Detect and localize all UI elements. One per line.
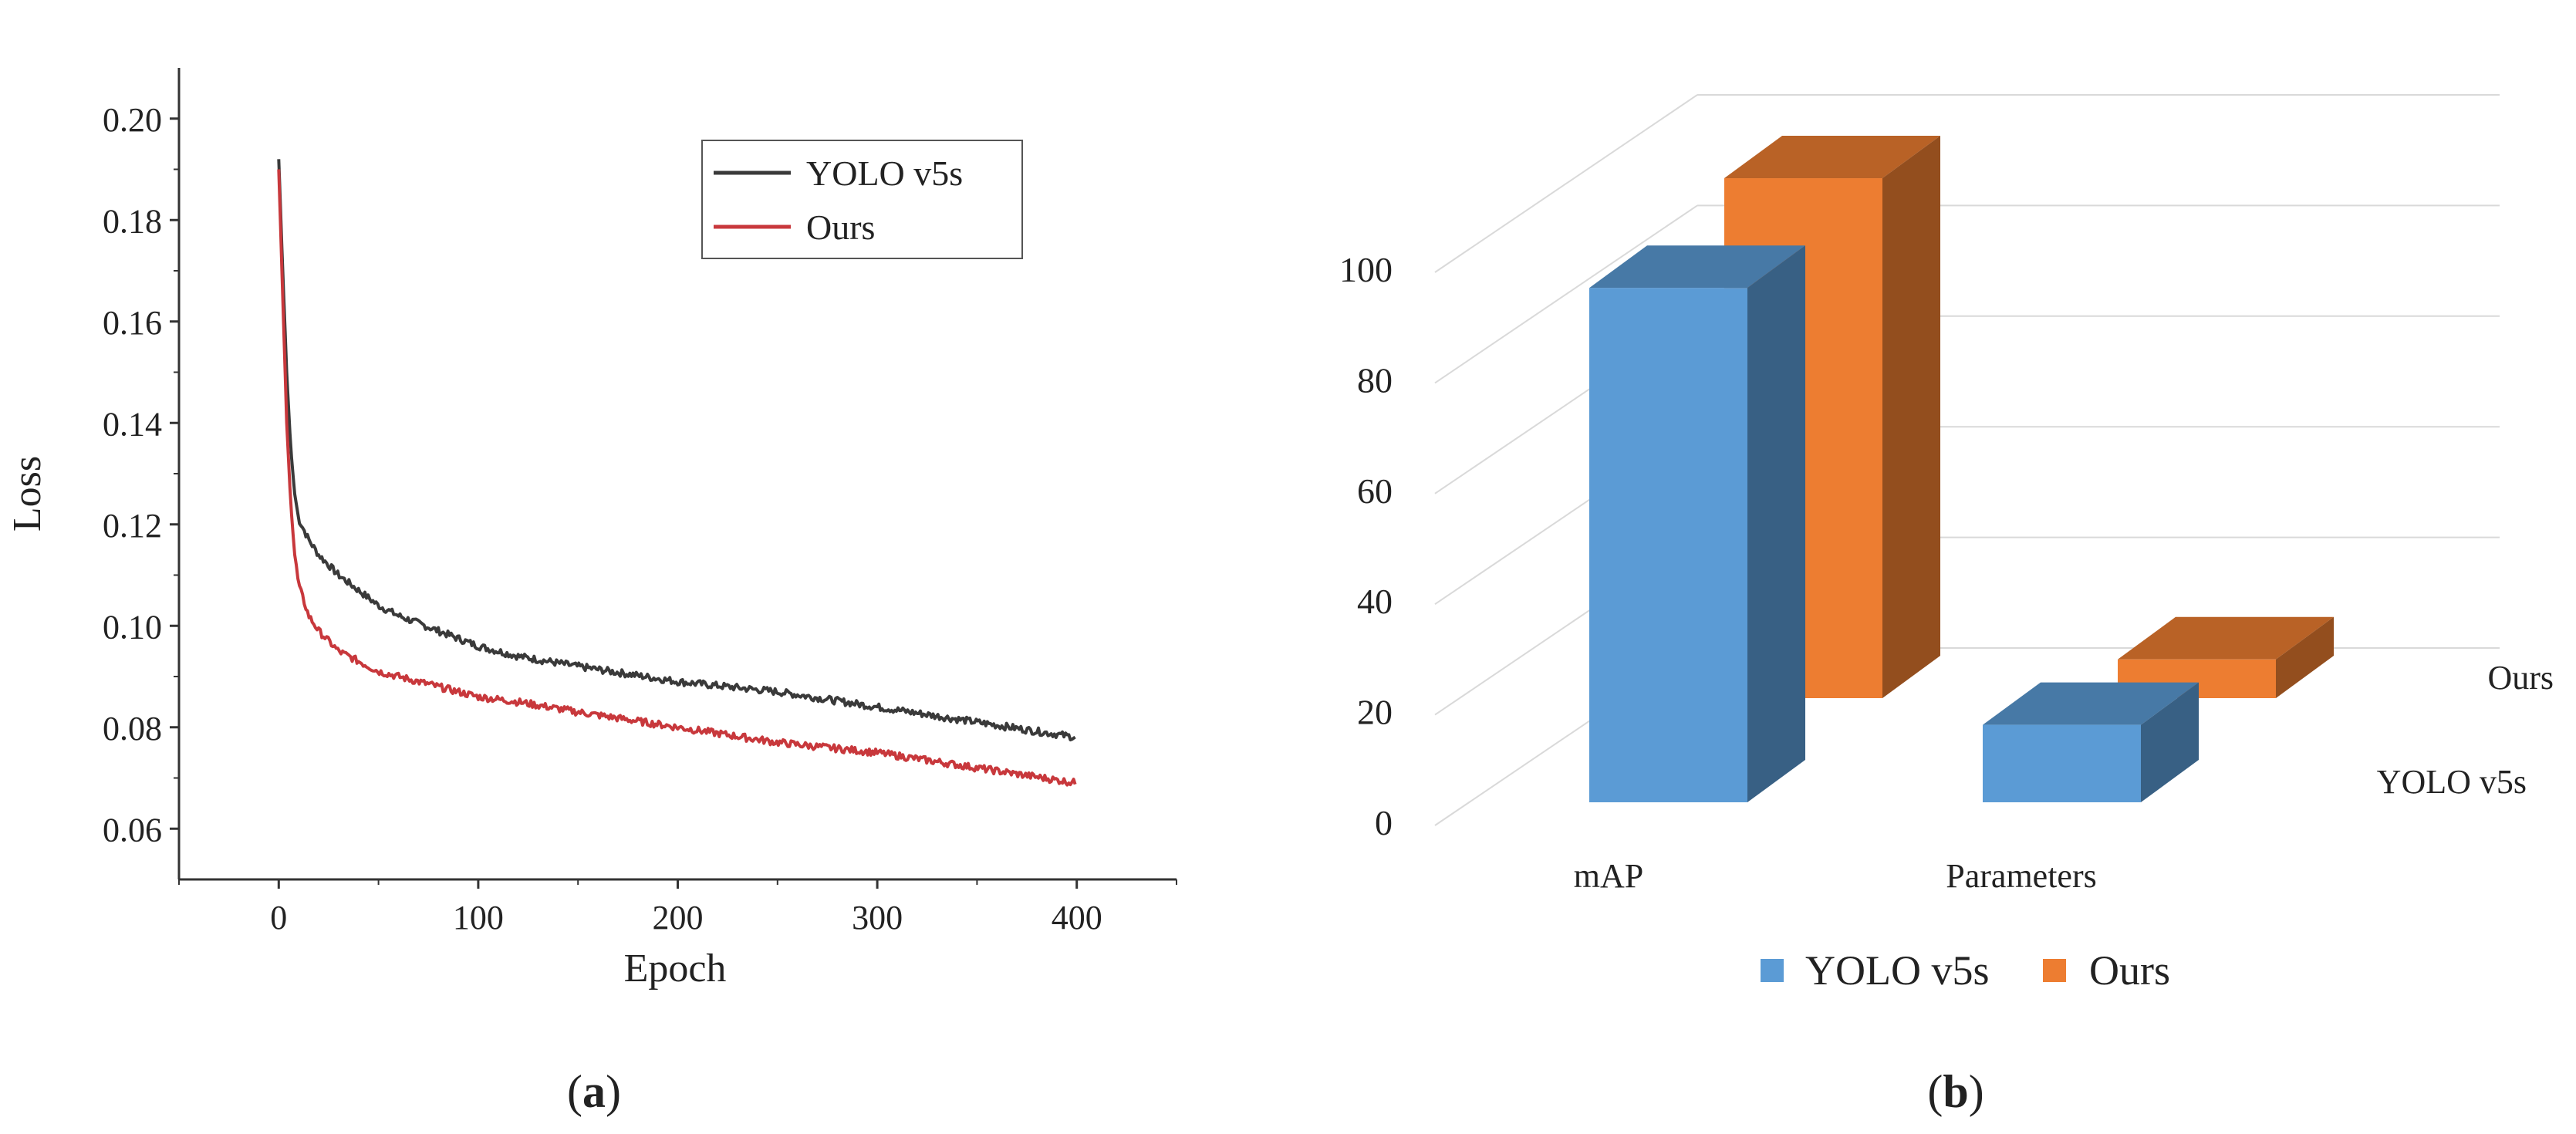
y-tick-label: 80: [1357, 360, 1393, 400]
y-tick-label: 0.08: [103, 710, 162, 748]
bar-yolo-map-front: [1589, 288, 1747, 802]
legend-swatch-yolo: [1761, 959, 1784, 982]
legend-label-yolo: YOLO v5s: [1805, 947, 1990, 994]
y-tick-label: 0.14: [103, 405, 162, 443]
panel-letter-a: a: [582, 1066, 606, 1117]
legend: YOLO v5s Ours: [701, 140, 1023, 259]
loss-line-chart: 0.06 0.08 0.10 0.12 0.14 0.16 0.18 0.20 0 100 200…: [5, 68, 1177, 1117]
bar-yolo-parameters: [1983, 682, 2199, 802]
series-line-ours: [277, 169, 1077, 787]
bar-yolo-map: [1589, 245, 1805, 802]
y-tick-label: 0.16: [103, 304, 162, 342]
category-label-map: mAP: [1574, 857, 1643, 895]
series-line-yolo: [277, 159, 1076, 742]
x-axis-ticks: 0 100 200 300 400: [178, 879, 1177, 937]
bar-ours-map-side: [1882, 136, 1940, 698]
wall-gridline: [1434, 204, 1698, 384]
bar-ours-parameters: [2118, 616, 2334, 698]
legend-label-yolo: YOLO v5s: [806, 154, 963, 193]
wall-gridline: [1434, 94, 1698, 273]
legend-label-ours: Ours: [2089, 947, 2170, 994]
x-tick-label: 100: [453, 899, 504, 937]
y-tick-label: 0: [1375, 803, 1393, 842]
depth-label-yolo: YOLO v5s: [2377, 763, 2527, 801]
y-tick-label: 0.18: [103, 202, 162, 240]
bar-yolo-map-side: [1747, 245, 1805, 802]
bar-yolo-parameters-top: [1983, 682, 2199, 725]
bar-ours-map-top: [1724, 136, 1940, 179]
depth-label-ours: Ours: [2487, 659, 2554, 697]
y-tick-label: 0.12: [103, 507, 162, 545]
y-axis-label: Loss: [5, 456, 49, 532]
x-axis-label: Epoch: [624, 947, 727, 991]
y-tick-label: 100: [1339, 250, 1393, 289]
y-tick-label: 0.10: [103, 608, 162, 646]
category-label-parameters: Parameters: [1946, 857, 2096, 895]
x-tick-label: 400: [1052, 899, 1102, 937]
bars: [1589, 136, 2334, 802]
y-tick-label: 0.06: [103, 811, 162, 849]
panel-label-a: (a): [567, 1066, 621, 1117]
x-tick-label: 0: [270, 899, 287, 937]
bar-yolo-parameters-front: [1983, 724, 2141, 802]
y-tick-label: 20: [1357, 693, 1393, 732]
x-tick-label: 200: [653, 899, 704, 937]
bar-ours-parameters-top: [2118, 616, 2334, 660]
legend-box: [701, 140, 1023, 259]
y-axis-ticks: 0 20 40 60 80 100: [1339, 250, 1393, 842]
legend: YOLO v5s Ours: [1761, 947, 2170, 994]
y-axis-ticks: 0.06 0.08 0.10 0.12 0.14 0.16 0.18 0.20: [103, 101, 179, 849]
bar-yolo-parameters-side: [2141, 682, 2199, 802]
series-lines: [277, 159, 1077, 787]
axes: [177, 68, 1177, 881]
y-tick-label: 60: [1357, 471, 1393, 511]
comparison-3d-bar-chart: 0 20 40 60 80 100 mAP Parameters Ours YOLO v5…: [1339, 94, 2554, 1117]
bar-ours-parameters-side: [2276, 616, 2334, 698]
legend-swatch-ours: [2043, 959, 2066, 982]
legend-label-ours: Ours: [806, 208, 875, 247]
bar-yolo-map-top: [1589, 245, 1805, 289]
y-tick-label: 0.20: [103, 101, 162, 139]
y-tick-label: 40: [1357, 582, 1393, 621]
x-tick-label: 300: [852, 899, 903, 937]
panel-label-b: (b): [1927, 1066, 1983, 1117]
panel-letter-b: b: [1943, 1066, 1968, 1117]
